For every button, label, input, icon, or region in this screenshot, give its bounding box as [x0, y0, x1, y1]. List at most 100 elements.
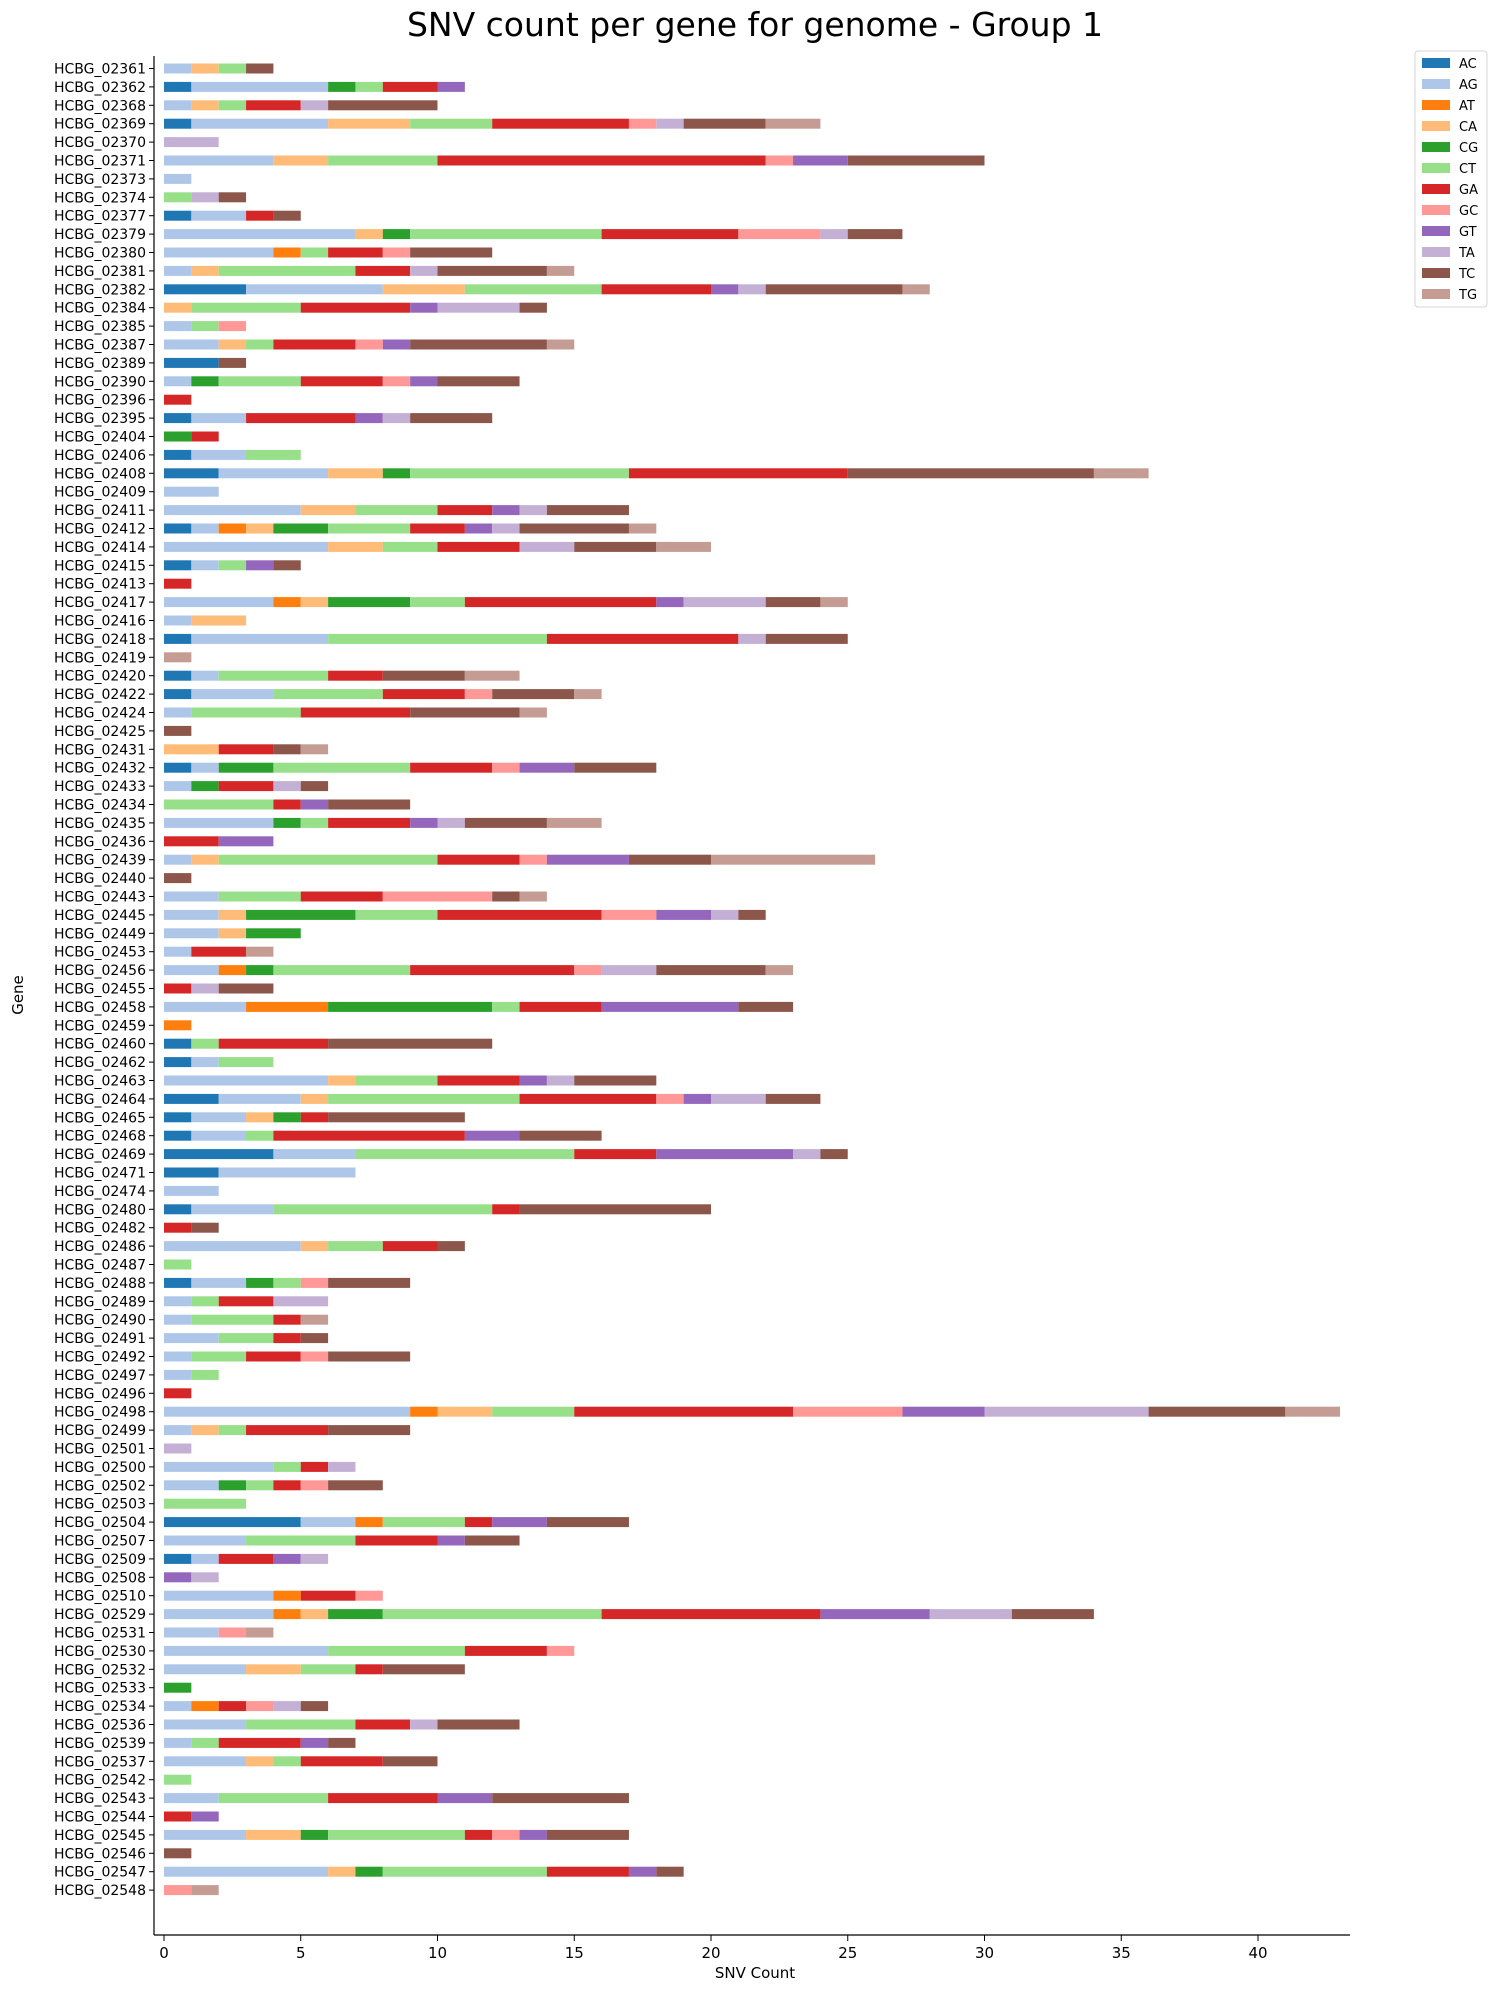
bar-segment-ct — [246, 449, 301, 460]
bar-segment-ag — [191, 81, 329, 92]
y-tick-label: HCBG_02395 — [54, 411, 146, 427]
bar-segment-ga — [273, 1314, 301, 1325]
bar-segment-ag — [164, 1461, 274, 1472]
bar-segment-ct — [218, 854, 438, 865]
bar-segment-ca — [246, 1756, 274, 1767]
bar-segment-ga — [246, 1425, 329, 1436]
bar-segment-tc — [410, 707, 520, 718]
bar-segment-gc — [355, 1590, 383, 1601]
y-tick-label: HCBG_02530 — [54, 1644, 146, 1660]
bar-segment-tc — [574, 762, 657, 773]
bar-segment-ag — [164, 1296, 192, 1307]
bar-segment-ga — [218, 1553, 274, 1564]
bar-segment-gt — [437, 1535, 465, 1546]
bar-segment-ag — [164, 1351, 192, 1362]
bar-segment-gt — [382, 339, 411, 350]
bar-segment-ga — [628, 468, 848, 479]
bar-segment-ag — [164, 1829, 247, 1840]
bar-segment-tc — [300, 1701, 329, 1712]
bar-segment-ga — [437, 155, 766, 166]
bar-segment-tg — [765, 118, 821, 129]
bar-segment-ga — [164, 394, 192, 405]
bar-segment-cg — [218, 1480, 247, 1491]
bar-segment-ag — [218, 1167, 356, 1178]
bar-segment-tc — [847, 229, 903, 240]
bar-segment-ct — [164, 1774, 192, 1785]
y-tick-label: HCBG_02385 — [54, 319, 146, 335]
bar-segment-cg — [328, 597, 411, 608]
bar-segment-ct — [328, 1829, 465, 1840]
bar-segment-ta — [300, 1553, 329, 1564]
bar-segment-ag — [164, 155, 274, 166]
bar-segment-ct — [218, 1793, 329, 1804]
bar-segment-tc — [847, 468, 1094, 479]
y-tick-label: HCBG_02529 — [54, 1607, 146, 1623]
bar-segment-cg — [382, 229, 411, 240]
bar-segment-gt — [820, 1609, 930, 1620]
bar-segment-tc — [738, 909, 766, 920]
bar-segment-ga — [355, 1664, 383, 1675]
bar-segment-ga — [300, 376, 383, 387]
bar-segment-at — [191, 1701, 219, 1712]
bar-segment-tc — [273, 744, 301, 755]
bar-segment-ct — [355, 81, 383, 92]
legend-frame — [1414, 50, 1488, 308]
bar-segment-ct — [328, 1241, 383, 1252]
bar-segment-ag — [164, 1737, 192, 1748]
y-tick-label: HCBG_02496 — [54, 1386, 146, 1402]
y-tick-label: HCBG_02533 — [54, 1681, 146, 1697]
legend-label-tc: TC — [1458, 267, 1475, 282]
bar-segment-tg — [300, 1314, 329, 1325]
bar-segment-tc — [1011, 1609, 1094, 1620]
bar-segment-gc — [793, 1406, 903, 1417]
x-tick-label: 10 — [428, 1944, 447, 1962]
bar-segment-ga — [601, 1609, 821, 1620]
bar-segment-ga — [601, 229, 739, 240]
y-tick-label: HCBG_02507 — [54, 1534, 146, 1550]
y-tick-label: HCBG_02468 — [54, 1129, 146, 1145]
y-axis-label: Gene — [9, 975, 27, 1015]
bar-segment-ct — [328, 1645, 465, 1656]
bar-segment-cg — [191, 376, 219, 387]
bar-segment-ca — [328, 468, 383, 479]
bar-segment-ag — [164, 1590, 274, 1601]
bar-segment-ga — [574, 1149, 657, 1160]
bar-segment-ta — [410, 1719, 438, 1730]
bar-segment-ac — [164, 1167, 219, 1178]
bar-segment-ct — [191, 707, 301, 718]
y-tick-label: HCBG_02384 — [54, 301, 146, 317]
bar-segment-ga — [218, 1038, 329, 1049]
bar-segment-ga — [410, 523, 465, 534]
bar-segment-tc — [847, 155, 985, 166]
bar-segment-tg — [246, 946, 274, 957]
y-tick-label: HCBG_02404 — [54, 430, 146, 446]
bar-segment-tc — [519, 523, 629, 534]
y-tick-label: HCBG_02409 — [54, 485, 146, 501]
y-tick-label: HCBG_02531 — [54, 1626, 146, 1642]
bar-segment-ct — [328, 633, 547, 644]
y-tick-label: HCBG_02491 — [54, 1331, 146, 1347]
x-tick-label: 5 — [296, 1944, 306, 1962]
bar-segment-ag — [191, 670, 219, 681]
bar-segment-at — [273, 247, 301, 258]
bar-segment-tc — [437, 1719, 520, 1730]
bar-segment-ct — [191, 1351, 247, 1362]
bar-segment-ag — [164, 1406, 411, 1417]
y-tick-label: HCBG_02499 — [54, 1423, 146, 1439]
y-tick-label: HCBG_02488 — [54, 1276, 146, 1292]
bar-segment-ag — [164, 247, 274, 258]
bar-segment-gc — [300, 1480, 329, 1491]
bar-segment-ga — [273, 1333, 301, 1344]
bar-segment-tc — [410, 413, 493, 424]
bar-segment-gc — [218, 1627, 247, 1638]
bar-segment-ta — [683, 597, 766, 608]
bar-segment-tc — [464, 1535, 520, 1546]
bar-segment-gc — [765, 155, 794, 166]
bar-segment-gt — [218, 836, 274, 847]
bar-segment-at — [218, 965, 247, 976]
bar-segment-ca — [218, 928, 247, 939]
bar-segment-tg — [546, 265, 575, 276]
bar-segment-ga — [218, 1701, 247, 1712]
bar-segment-ag — [246, 284, 383, 295]
y-tick-label: HCBG_02432 — [54, 761, 146, 777]
